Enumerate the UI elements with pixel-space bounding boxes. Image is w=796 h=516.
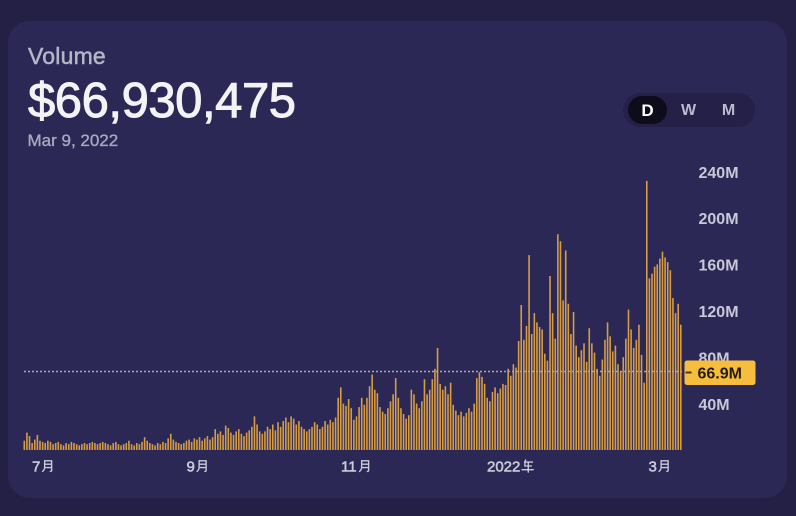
svg-text:200M: 200M [699, 211, 739, 228]
svg-text:9: 9 [187, 459, 195, 476]
svg-text:2022: 2022 [487, 459, 520, 476]
svg-text:3: 3 [649, 459, 657, 476]
svg-text:120M: 120M [699, 304, 739, 321]
svg-text:240M: 240M [699, 165, 739, 182]
svg-text:7: 7 [32, 459, 40, 476]
svg-text:11: 11 [341, 459, 357, 476]
svg-text:160M: 160M [699, 258, 739, 275]
svg-text:40M: 40M [699, 397, 730, 414]
svg-text:66.9M: 66.9M [698, 366, 742, 383]
